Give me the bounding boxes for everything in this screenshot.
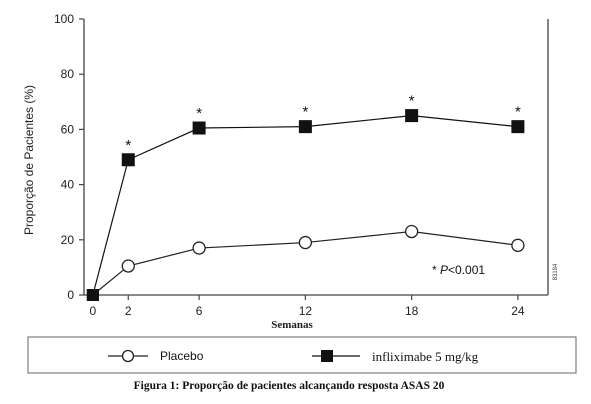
y-tick-label: 40 (61, 178, 75, 192)
figure-code: 83184 (553, 263, 559, 280)
data-point-origin (86, 289, 99, 301)
data-point-infliximabe (405, 109, 419, 123)
x-tick-label: 0 (90, 304, 97, 318)
y-tick-label: 80 (61, 67, 75, 81)
data-point-placebo (298, 235, 313, 250)
x-tick-label: 6 (196, 304, 203, 318)
y-ticks: 0 20 40 60 80 100 (54, 12, 84, 302)
p-value-threshold: <0.001 (448, 263, 485, 277)
p-value-prefix: * (432, 263, 440, 277)
significance-star: * (302, 104, 308, 121)
data-point-infliximabe (192, 121, 206, 135)
x-axis-title: Semanas (271, 319, 313, 331)
y-axis-title: Proporção de Pacientes (%) (22, 85, 36, 235)
figure-caption: Figura 1: Proporção de pacientes alcança… (134, 380, 445, 392)
x-tick-label: 12 (299, 304, 313, 318)
data-point-placebo (404, 224, 419, 239)
legend-marker-placebo (121, 349, 135, 363)
legend-label-placebo: Placebo (160, 349, 204, 363)
x-tick-label: 18 (405, 304, 419, 318)
legend-label-infliximabe: infliximabe 5 mg/kg (372, 349, 479, 364)
legend-marker-infliximabe (321, 350, 333, 362)
significance-star: * (409, 93, 415, 110)
significance-star: * (515, 104, 521, 121)
data-point-infliximabe (298, 120, 312, 134)
x-tick-label: 24 (511, 304, 525, 318)
data-point-placebo (192, 241, 206, 255)
data-point-infliximabe (121, 153, 135, 167)
data-point-placebo (121, 259, 135, 273)
y-tick-label: 0 (67, 288, 74, 302)
significance-star: * (125, 137, 131, 154)
series-layer (86, 109, 525, 301)
legend-box (27, 336, 577, 374)
series-line-placebo (92, 230, 518, 296)
legend-item-infliximabe: infliximabe 5 mg/kg (312, 349, 479, 364)
significance-star: * (196, 105, 202, 122)
data-point-infliximabe (511, 120, 525, 134)
data-point-placebo (511, 238, 525, 252)
y-tick-label: 60 (61, 122, 75, 136)
series-line-infliximabe (92, 114, 518, 296)
p-value-annotation: * P<0.001 (432, 263, 485, 277)
legend-item-placebo: Placebo (108, 349, 204, 363)
x-ticks: 0 2 6 12 18 24 (90, 295, 525, 318)
y-tick-label: 100 (54, 12, 74, 26)
y-tick-label: 20 (61, 233, 75, 247)
x-tick-label: 2 (125, 304, 132, 318)
p-value-letter: P (440, 263, 448, 277)
significance-marks: * * * * * (125, 93, 521, 154)
